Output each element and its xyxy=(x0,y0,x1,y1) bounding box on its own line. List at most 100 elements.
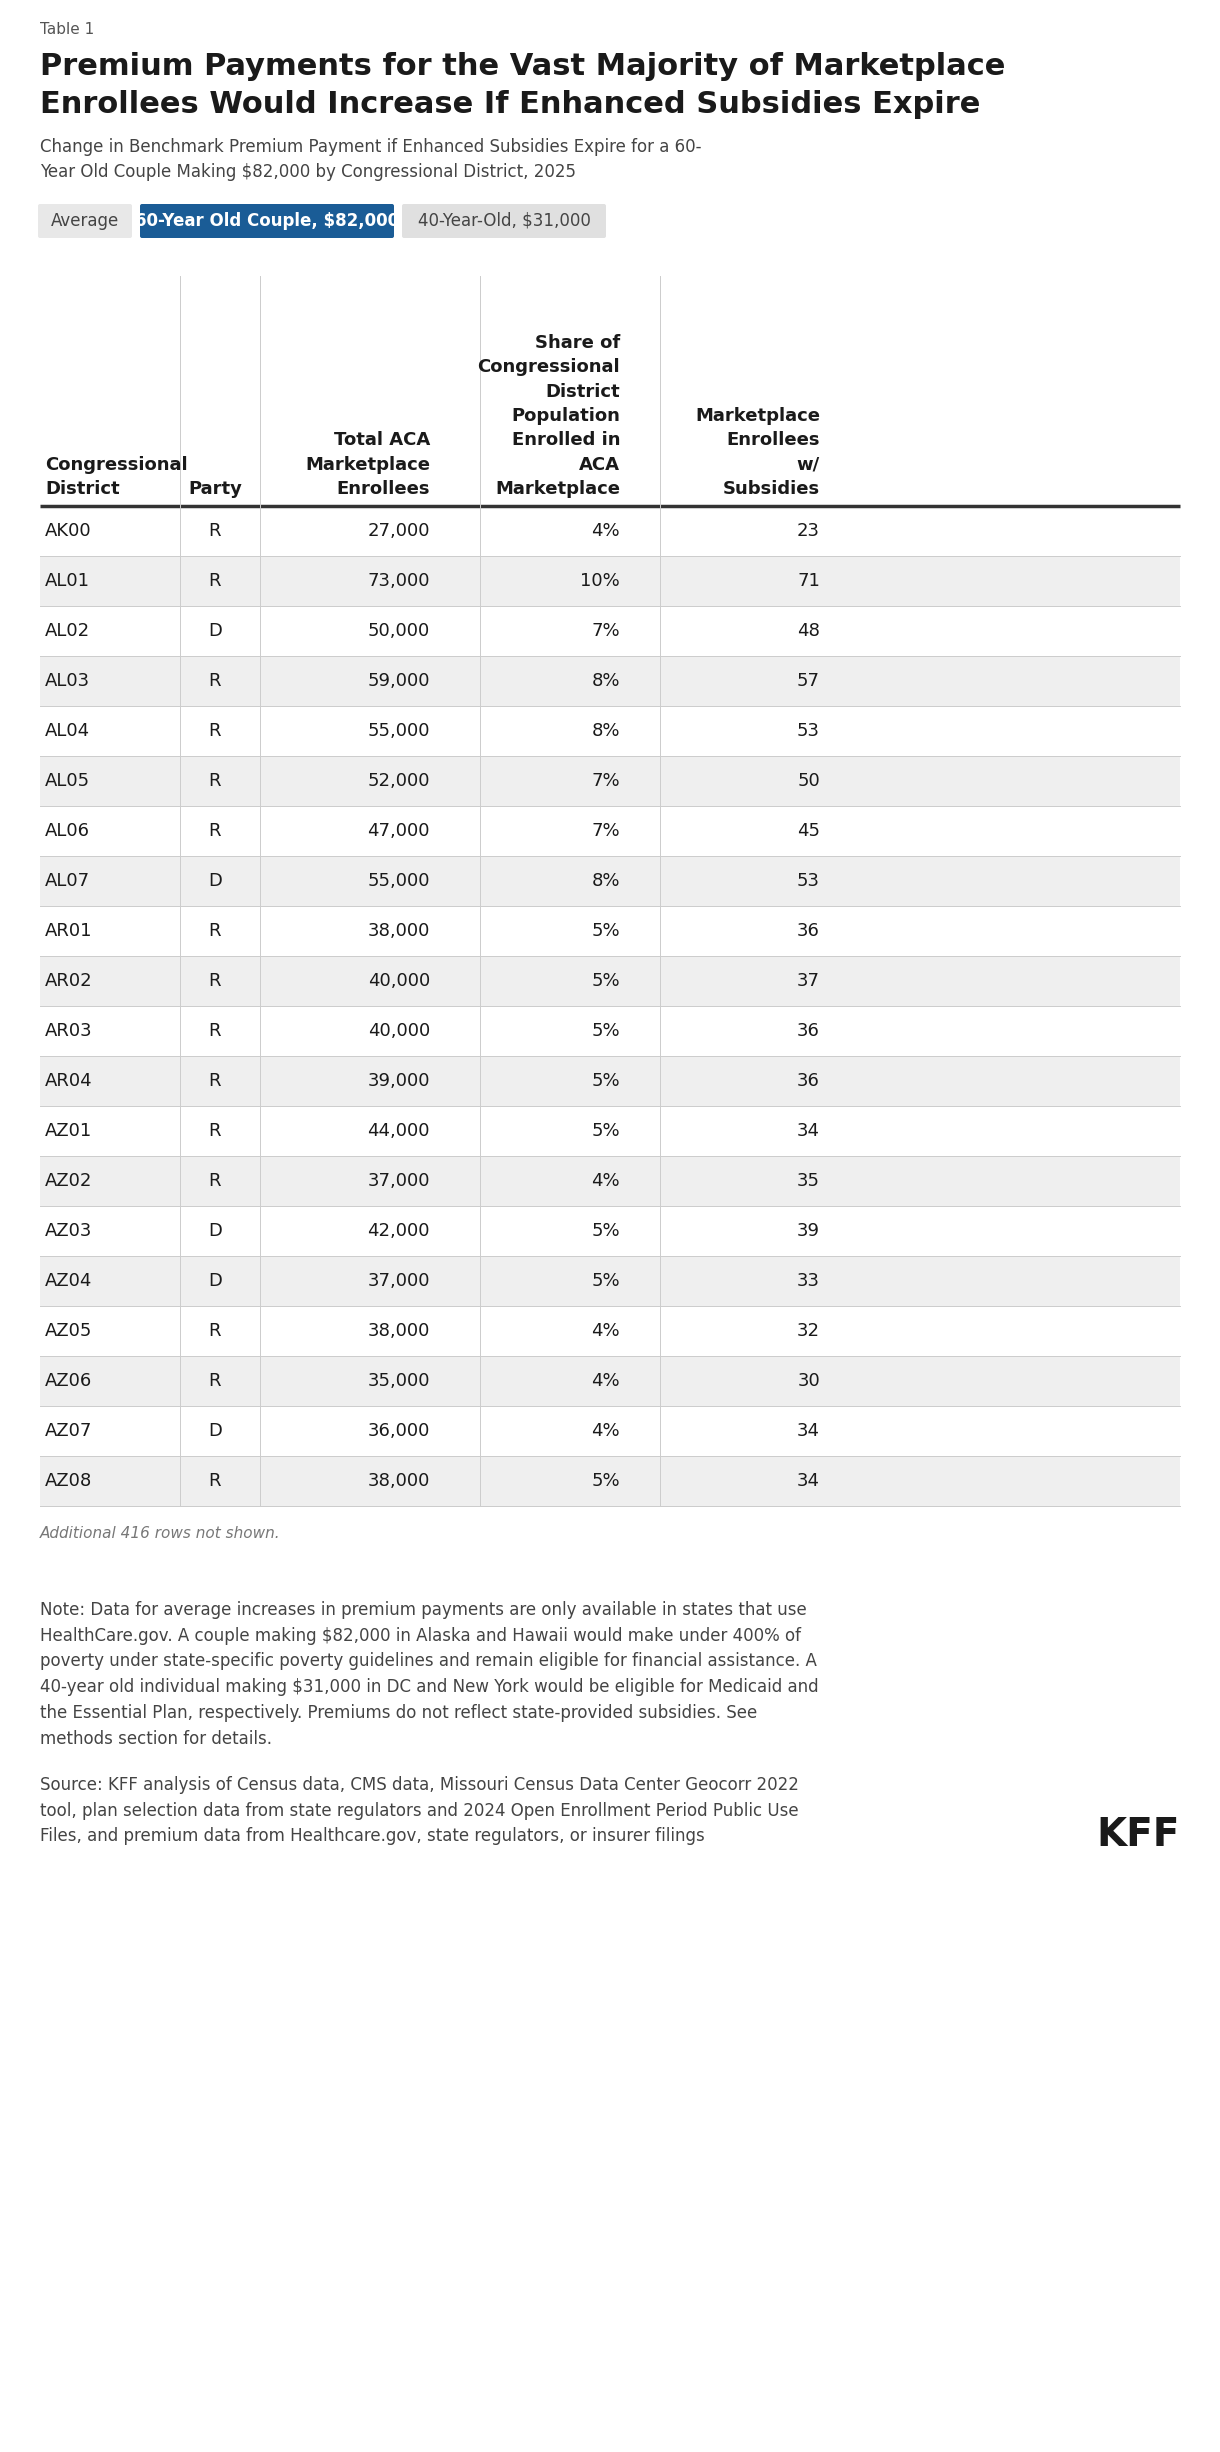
Text: 5%: 5% xyxy=(592,1022,620,1040)
Bar xyxy=(40,956,1180,1005)
Text: R: R xyxy=(209,1123,221,1140)
Text: 8%: 8% xyxy=(592,873,620,890)
Text: AR03: AR03 xyxy=(45,1022,93,1040)
Text: R: R xyxy=(209,571,221,591)
Text: Congressional
District: Congressional District xyxy=(45,456,188,498)
Text: 33: 33 xyxy=(797,1273,820,1290)
Text: R: R xyxy=(209,772,221,790)
Text: AL01: AL01 xyxy=(45,571,90,591)
Text: 39: 39 xyxy=(797,1221,820,1241)
Text: 35,000: 35,000 xyxy=(367,1373,429,1390)
Text: 34: 34 xyxy=(797,1422,820,1439)
Text: 4%: 4% xyxy=(592,1322,620,1339)
Bar xyxy=(40,1155,1180,1206)
Text: 40,000: 40,000 xyxy=(367,971,429,991)
Text: AZ05: AZ05 xyxy=(45,1322,93,1339)
Text: Change in Benchmark Premium Payment if Enhanced Subsidies Expire for a 60-
Year : Change in Benchmark Premium Payment if E… xyxy=(40,137,701,181)
Text: AZ08: AZ08 xyxy=(45,1471,93,1491)
Text: 35: 35 xyxy=(797,1172,820,1189)
Text: 34: 34 xyxy=(797,1471,820,1491)
Text: AZ02: AZ02 xyxy=(45,1172,93,1189)
Text: 50: 50 xyxy=(797,772,820,790)
Text: 53: 53 xyxy=(797,721,820,741)
FancyBboxPatch shape xyxy=(38,204,132,238)
Text: 53: 53 xyxy=(797,873,820,890)
Text: 5%: 5% xyxy=(592,1273,620,1290)
Text: 57: 57 xyxy=(797,672,820,689)
Text: 39,000: 39,000 xyxy=(367,1072,429,1091)
Text: 60-Year Old Couple, $82,000: 60-Year Old Couple, $82,000 xyxy=(135,211,399,230)
Text: 42,000: 42,000 xyxy=(367,1221,429,1241)
Text: 38,000: 38,000 xyxy=(367,1322,429,1339)
Text: 8%: 8% xyxy=(592,672,620,689)
Text: 38,000: 38,000 xyxy=(367,922,429,939)
Text: 55,000: 55,000 xyxy=(367,873,429,890)
Text: 7%: 7% xyxy=(592,821,620,841)
Text: 37: 37 xyxy=(797,971,820,991)
Text: AZ06: AZ06 xyxy=(45,1373,93,1390)
Bar xyxy=(40,755,1180,807)
Text: 55,000: 55,000 xyxy=(367,721,429,741)
Text: 47,000: 47,000 xyxy=(367,821,429,841)
Text: 23: 23 xyxy=(797,522,820,539)
Text: 48: 48 xyxy=(797,623,820,640)
Bar xyxy=(40,1356,1180,1405)
Bar xyxy=(40,1057,1180,1106)
Text: 5%: 5% xyxy=(592,922,620,939)
Text: 4%: 4% xyxy=(592,1172,620,1189)
Text: AZ04: AZ04 xyxy=(45,1273,93,1290)
Text: AR04: AR04 xyxy=(45,1072,93,1091)
Text: 52,000: 52,000 xyxy=(367,772,429,790)
Text: 5%: 5% xyxy=(592,1471,620,1491)
Text: R: R xyxy=(209,922,221,939)
Text: D: D xyxy=(209,1422,222,1439)
Text: AL02: AL02 xyxy=(45,623,90,640)
Text: R: R xyxy=(209,1022,221,1040)
Text: Total ACA
Marketplace
Enrollees: Total ACA Marketplace Enrollees xyxy=(305,432,429,498)
Text: Share of
Congressional
District
Population
Enrolled in
ACA
Marketplace: Share of Congressional District Populati… xyxy=(477,333,620,498)
Text: 44,000: 44,000 xyxy=(367,1123,429,1140)
Text: Enrollees Would Increase If Enhanced Subsidies Expire: Enrollees Would Increase If Enhanced Sub… xyxy=(40,91,981,120)
Text: 34: 34 xyxy=(797,1123,820,1140)
Text: AZ03: AZ03 xyxy=(45,1221,93,1241)
Text: 7%: 7% xyxy=(592,623,620,640)
Text: 32: 32 xyxy=(797,1322,820,1339)
Text: D: D xyxy=(209,873,222,890)
Text: R: R xyxy=(209,522,221,539)
Text: 40,000: 40,000 xyxy=(367,1022,429,1040)
Text: R: R xyxy=(209,821,221,841)
Text: AL05: AL05 xyxy=(45,772,90,790)
Text: 36: 36 xyxy=(797,922,820,939)
Text: AR01: AR01 xyxy=(45,922,93,939)
Text: AR02: AR02 xyxy=(45,971,93,991)
Text: D: D xyxy=(209,1273,222,1290)
Text: 5%: 5% xyxy=(592,1072,620,1091)
Text: 38,000: 38,000 xyxy=(367,1471,429,1491)
Text: 50,000: 50,000 xyxy=(367,623,429,640)
FancyBboxPatch shape xyxy=(403,204,606,238)
Text: Source: KFF analysis of Census data, CMS data, Missouri Census Data Center Geoco: Source: KFF analysis of Census data, CMS… xyxy=(40,1775,799,1846)
Text: AZ01: AZ01 xyxy=(45,1123,93,1140)
Text: R: R xyxy=(209,1322,221,1339)
Text: 4%: 4% xyxy=(592,1422,620,1439)
Text: 36: 36 xyxy=(797,1072,820,1091)
Text: R: R xyxy=(209,1373,221,1390)
Bar xyxy=(40,1255,1180,1307)
Text: AL07: AL07 xyxy=(45,873,90,890)
Text: 37,000: 37,000 xyxy=(367,1172,429,1189)
Text: 36: 36 xyxy=(797,1022,820,1040)
Text: 71: 71 xyxy=(797,571,820,591)
Text: 40-Year-Old, $31,000: 40-Year-Old, $31,000 xyxy=(417,211,590,230)
Bar xyxy=(40,856,1180,905)
Text: 27,000: 27,000 xyxy=(367,522,429,539)
Text: 73,000: 73,000 xyxy=(367,571,429,591)
Text: KFF: KFF xyxy=(1097,1817,1180,1854)
Text: D: D xyxy=(209,1221,222,1241)
Text: Average: Average xyxy=(51,211,120,230)
Text: R: R xyxy=(209,1172,221,1189)
Bar xyxy=(40,1456,1180,1506)
Text: Premium Payments for the Vast Majority of Marketplace: Premium Payments for the Vast Majority o… xyxy=(40,51,1005,81)
Text: AZ07: AZ07 xyxy=(45,1422,93,1439)
Text: AL06: AL06 xyxy=(45,821,90,841)
Text: D: D xyxy=(209,623,222,640)
